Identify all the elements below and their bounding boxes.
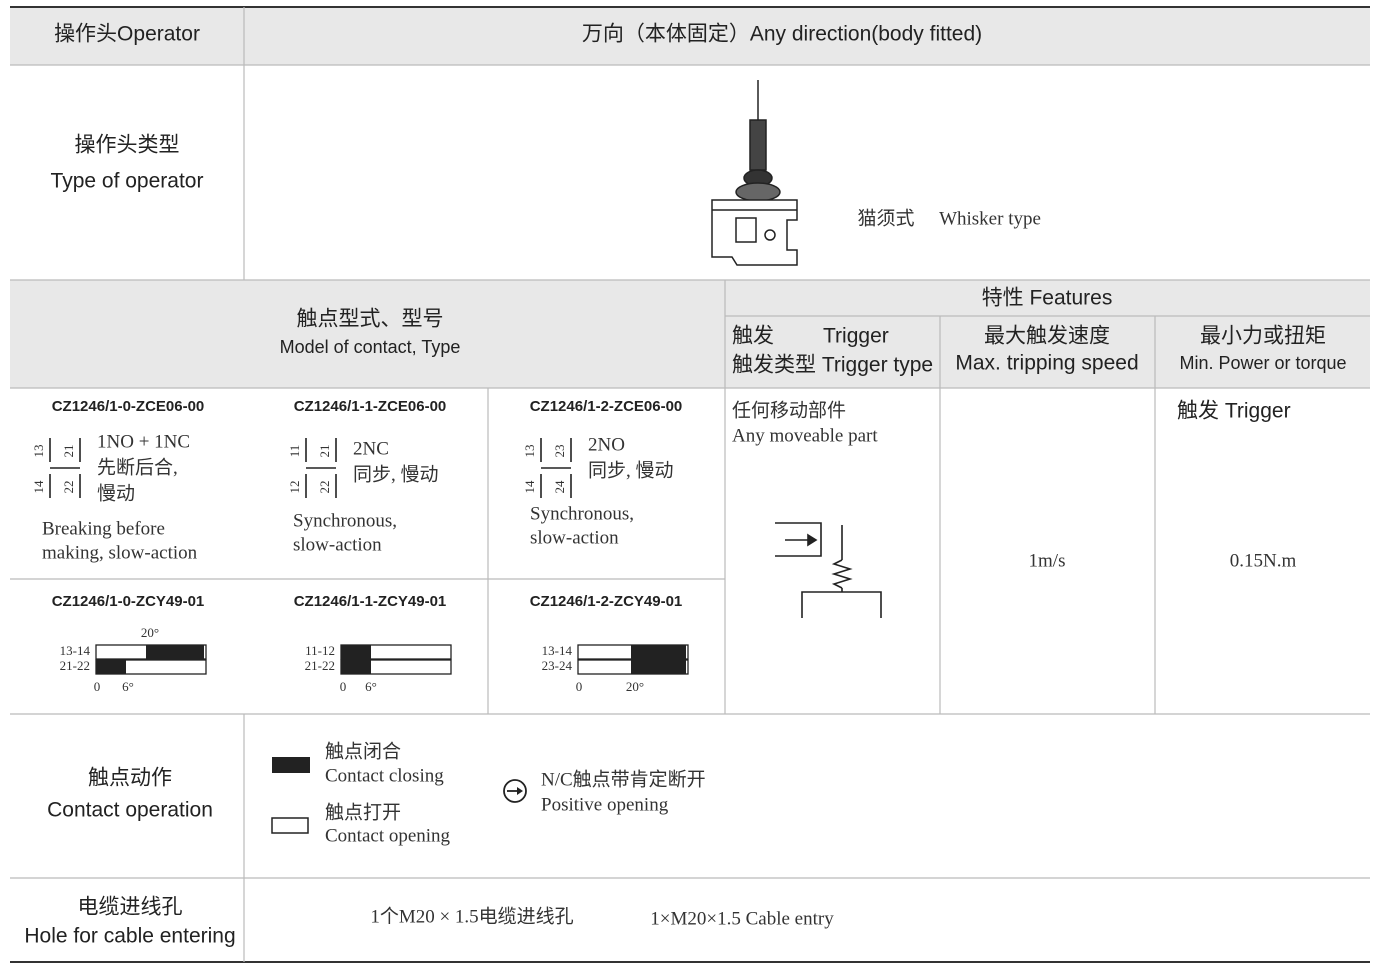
timing-axis-label: 6° [122, 679, 134, 694]
contact-desc: Synchronous, [530, 503, 634, 524]
trigger-symbol [775, 522, 882, 618]
grid [10, 6, 1370, 963]
timing-row-label: 21-22 [60, 658, 90, 673]
header-band [10, 8, 1370, 65]
contact-desc: slow-action [293, 534, 382, 555]
row-label: Type of operator [51, 170, 204, 193]
row-label: 电缆进线孔 [78, 896, 183, 919]
cell-text: 触发 Trigger [1177, 400, 1291, 423]
timing-row-label: 21-22 [305, 658, 335, 673]
model-code: CZ1246/1-1-ZCE06-00 [294, 398, 447, 415]
contact-symbol [49, 438, 81, 498]
column-header: Max. tripping speed [955, 352, 1138, 375]
column-header: Trigger [823, 325, 889, 348]
timing-closed [146, 645, 204, 659]
column-header: Min. Power or torque [1179, 353, 1346, 373]
timing-axis-label: 0 [340, 679, 347, 694]
contact-symbol [540, 438, 572, 498]
contact-desc: 同步, 慢动 [353, 463, 439, 485]
terminal-number: 14 [31, 480, 46, 494]
timing-axis-label: 0 [576, 679, 583, 694]
cell-text: 任何移动部件 [732, 399, 846, 421]
contact-desc: 同步, 慢动 [588, 459, 674, 481]
row-label: Hole for cable entering [24, 925, 235, 948]
contact-desc: 先断后合, [97, 456, 178, 478]
column-header: 触发 [732, 325, 774, 348]
timing-closed [631, 645, 686, 659]
terminal-number: 12 [287, 481, 302, 494]
contact-diagrams [49, 438, 689, 675]
timing-axis-label: 0 [94, 679, 101, 694]
row-label: Contact operation [47, 799, 213, 822]
column-header: 最大触发速度 [984, 325, 1110, 348]
timing-row-label: 13-14 [542, 643, 573, 658]
timing-row-label: 23-24 [542, 658, 573, 673]
timing-row-label: 11-12 [305, 643, 335, 658]
timing-axis-label: 20° [626, 679, 644, 694]
terminal-number: 14 [522, 480, 537, 494]
cell-text: Any moveable part [732, 425, 878, 446]
contact-desc: 2NC [353, 438, 389, 459]
terminal-number: 21 [317, 445, 332, 458]
timing-angle: 20° [141, 625, 159, 640]
cell-value: 1×M20×1.5 Cable entry [650, 908, 834, 929]
terminal-number: 13 [31, 445, 46, 458]
row-label: 操作头Operator [54, 23, 200, 46]
legend-text: Contact closing [325, 765, 444, 786]
legend-text: Positive opening [541, 794, 669, 815]
model-code: CZ1246/1-1-ZCY49-01 [294, 593, 447, 610]
cell-value: 万向（本体固定）Any direction(body fitted) [582, 23, 982, 46]
model-code: CZ1246/1-0-ZCY49-01 [52, 593, 205, 610]
column-header: 触发类型 Trigger type [732, 354, 933, 377]
model-code: CZ1246/1-2-ZCY49-01 [530, 593, 683, 610]
model-code: CZ1246/1-0-ZCE06-00 [52, 398, 205, 415]
timing-closed [96, 660, 126, 674]
cell-text: 1m/s [1029, 550, 1066, 571]
column-header: 特性 Features [982, 287, 1113, 310]
contact-desc: 慢动 [97, 482, 135, 504]
timing-closed [341, 660, 371, 674]
contact-symbol [305, 438, 337, 498]
terminal-number: 11 [287, 445, 302, 458]
row-label: 触点动作 [88, 767, 172, 790]
contact-desc: Synchronous, [293, 510, 397, 531]
terminal-number: 22 [61, 481, 76, 494]
legend-text: 触点打开 [325, 801, 401, 823]
contact-desc: Breaking before [42, 518, 165, 539]
caption: Whisker type [939, 208, 1041, 229]
legend-symbols [271, 757, 527, 834]
terminal-number: 21 [61, 445, 76, 458]
contact-desc: 1NO + 1NC [97, 431, 190, 452]
contact-desc: 2NO [588, 434, 625, 455]
model-code: CZ1246/1-2-ZCE06-00 [530, 398, 683, 415]
cell-value: 1个M20 × 1.5电缆进线孔 [370, 905, 573, 927]
terminal-number: 23 [552, 445, 567, 458]
timing-axis-label: 6° [365, 679, 377, 694]
legend-text: Contact opening [325, 825, 451, 846]
whisker-drawing [711, 80, 798, 266]
contact-desc: making, slow-action [42, 542, 198, 563]
column-header: Model of contact, Type [280, 337, 461, 357]
contact-desc: slow-action [530, 527, 619, 548]
legend-text: N/C触点带肯定断开 [541, 768, 706, 790]
column-header: 触点型式、型号 [297, 308, 444, 331]
timing-closed [341, 645, 371, 659]
terminal-number: 24 [552, 480, 567, 494]
row-label: 操作头类型 [75, 134, 180, 157]
caption: 猫须式 [857, 207, 914, 229]
timing-closed [631, 660, 686, 674]
column-header: 最小力或扭矩 [1200, 325, 1326, 348]
contact-header-band [10, 280, 1370, 388]
timing-row-label: 13-14 [60, 643, 91, 658]
terminal-number: 13 [522, 445, 537, 458]
cell-text: 0.15N.m [1230, 550, 1297, 571]
legend-text: 触点闭合 [325, 740, 401, 762]
terminal-number: 22 [317, 481, 332, 494]
